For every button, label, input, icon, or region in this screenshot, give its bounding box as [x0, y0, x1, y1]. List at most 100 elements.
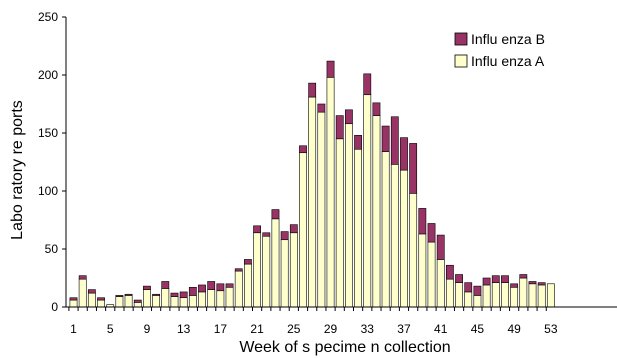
bar-influenza-b-week-47 — [491, 275, 500, 283]
bar-influenza-a-week-41 — [436, 259, 445, 308]
bar-influenza-b-week-27 — [308, 82, 317, 98]
bar-influenza-a-week-48 — [501, 282, 509, 308]
y-tick-label: 250 — [38, 10, 58, 24]
bar-influenza-b-week-36 — [390, 116, 399, 165]
bar-influenza-b-week-25 — [289, 224, 298, 234]
bar-influenza-b-week-35 — [381, 125, 390, 152]
x-tick-label: 37 — [397, 322, 411, 336]
bar-influenza-a-week-8 — [133, 302, 142, 308]
bar-influenza-a-week-23 — [271, 218, 280, 308]
bar-influenza-b-week-41 — [436, 234, 445, 260]
y-tick-label: 150 — [38, 126, 58, 140]
bar-influenza-b-week-48 — [501, 275, 509, 283]
bar-influenza-b-week-38 — [409, 143, 418, 194]
bar-influenza-a-week-34 — [372, 115, 381, 308]
bar-influenza-b-week-37 — [400, 137, 408, 171]
bar-influenza-a-week-52 — [537, 284, 546, 308]
bar-influenza-b-week-50 — [519, 274, 528, 279]
bar-influenza-a-week-12 — [170, 296, 179, 308]
bar-influenza-a-week-27 — [308, 96, 317, 308]
bar-influenza-b-week-20 — [244, 259, 252, 265]
bar-influenza-a-week-43 — [455, 282, 463, 308]
bar-influenza-b-week-16 — [207, 281, 216, 290]
bar-influenza-a-week-26 — [299, 152, 307, 308]
legend: Influ enza B Influ enza A — [454, 31, 545, 69]
bar-influenza-b-week-49 — [510, 283, 519, 288]
bar-influenza-b-week-44 — [464, 282, 473, 293]
bar-influenza-a-week-36 — [390, 164, 399, 308]
bar-influenza-b-week-52 — [537, 282, 546, 286]
bar-influenza-b-week-28 — [317, 103, 326, 113]
bar-influenza-a-week-47 — [491, 282, 500, 308]
bar-influenza-a-week-7 — [124, 295, 133, 308]
bar-influenza-b-week-42 — [445, 264, 454, 280]
bar-influenza-b-week-11 — [161, 281, 170, 289]
bar-influenza-a-week-44 — [464, 291, 473, 308]
bar-influenza-a-week-50 — [519, 277, 528, 308]
legend-label: Influ enza A — [471, 53, 545, 69]
bar-influenza-a-week-31 — [344, 123, 353, 308]
bar-influenza-b-week-45 — [473, 285, 482, 296]
x-tick-label: 29 — [324, 322, 338, 336]
axes — [65, 17, 617, 308]
bar-influenza-a-week-33 — [363, 94, 372, 308]
bar-influenza-a-week-13 — [179, 297, 188, 308]
bar-influenza-b-week-12 — [170, 292, 179, 297]
bar-influenza-b-week-1 — [69, 297, 78, 301]
bar-influenza-b-week-51 — [528, 281, 537, 285]
bar-influenza-b-week-43 — [455, 274, 463, 283]
bar-influenza-b-week-19 — [234, 268, 243, 272]
bar-influenza-a-week-6 — [115, 296, 124, 308]
bar-influenza-b-week-40 — [427, 223, 436, 243]
bar-influenza-b-week-24 — [280, 231, 289, 241]
legend-label: Influ enza B — [471, 31, 545, 47]
bar-influenza-b-week-30 — [335, 115, 344, 140]
bar-influenza-a-week-20 — [244, 263, 252, 308]
bar-influenza-a-week-2 — [78, 278, 87, 308]
bar-influenza-a-week-25 — [289, 232, 298, 308]
bar-influenza-a-week-19 — [234, 270, 243, 308]
bar-influenza-b-week-3 — [87, 289, 96, 294]
bar-influenza-a-week-16 — [207, 289, 216, 308]
bar-influenza-a-week-30 — [335, 138, 344, 308]
y-tick-label: 50 — [45, 242, 59, 256]
bar-influenza-a-week-49 — [510, 286, 519, 308]
y-tick-label: 0 — [51, 300, 58, 314]
bar-influenza-a-week-1 — [69, 299, 78, 308]
x-tick-label: 5 — [107, 322, 114, 336]
x-tick-label: 45 — [471, 322, 485, 336]
bar-influenza-a-week-46 — [482, 284, 491, 308]
tick-labels: 0 50 100 150 200 250 1 5 9 13 17 21 25 29 33 37 41 45 49 53 — [38, 10, 558, 336]
bar-influenza-b-week-8 — [133, 299, 142, 303]
y-axis-title: Labo ratory re ports — [9, 100, 26, 240]
bar-influenza-b-week-15 — [198, 284, 206, 293]
x-tick-label: 17 — [214, 322, 228, 336]
bar-influenza-b-week-7 — [124, 293, 133, 296]
bar-influenza-a-week-40 — [427, 241, 436, 308]
bar-influenza-a-week-22 — [262, 235, 271, 308]
bar-influenza-a-week-28 — [317, 111, 326, 308]
x-tick-label: 13 — [177, 322, 191, 336]
bar-influenza-a-week-45 — [473, 295, 482, 308]
bar-influenza-a-week-51 — [528, 283, 537, 308]
x-tick-label: 9 — [144, 322, 151, 336]
bar-influenza-b-week-23 — [271, 209, 280, 220]
x-tick-label: 21 — [250, 322, 264, 336]
x-tick-label: 1 — [70, 322, 77, 336]
bar-influenza-b-week-32 — [354, 135, 362, 150]
bar-influenza-a-week-37 — [400, 169, 408, 308]
bar-influenza-b-week-6 — [115, 295, 124, 297]
x-axis-title: Week of s pecime n collection — [239, 339, 450, 356]
y-tick-label: 200 — [38, 68, 58, 82]
x-tick-label: 33 — [361, 322, 375, 336]
bar-influenza-b-week-29 — [326, 60, 335, 78]
x-tick-label: 49 — [507, 322, 521, 336]
bar-influenza-a-week-42 — [445, 278, 454, 308]
bar-influenza-b-week-13 — [179, 291, 188, 299]
bar-influenza-b-week-34 — [372, 102, 381, 116]
bar-influenza-a-week-15 — [198, 291, 206, 308]
bar-influenza-a-week-24 — [280, 239, 289, 308]
bar-influenza-b-week-14 — [188, 286, 197, 296]
bar-influenza-a-week-38 — [409, 193, 418, 308]
bar-influenza-b-week-10 — [152, 293, 161, 296]
